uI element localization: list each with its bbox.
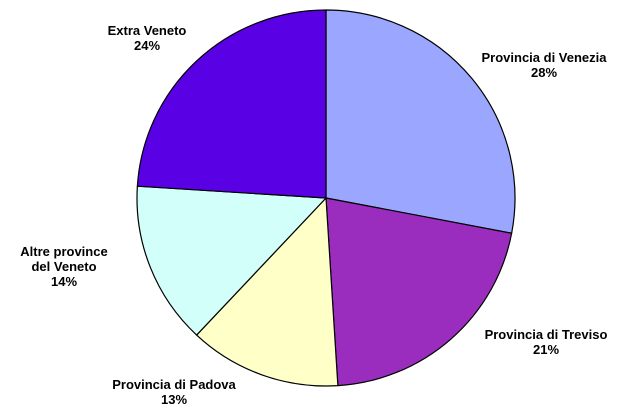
slice-name-label: Provincia di Padova <box>112 377 236 392</box>
slice-percent-label: 21% <box>533 342 559 357</box>
pie-slice-5 <box>136 9 327 199</box>
slice-percent-label: 24% <box>134 38 160 53</box>
slice-name-label: Altre province <box>20 244 107 259</box>
pie-slice-3 <box>196 197 339 387</box>
slice-name-label: Extra Veneto <box>108 23 187 38</box>
slice-percent-label: 28% <box>531 65 557 80</box>
pie-slice-2 <box>325 197 513 387</box>
slice-name-label: Provincia di Venezia <box>482 50 608 65</box>
slice-name-label: del Veneto <box>31 259 96 274</box>
pie-slices <box>136 9 516 387</box>
pie-slice-4 <box>136 185 327 336</box>
slice-name-label: Provincia di Treviso <box>485 327 608 342</box>
slice-percent-label: 13% <box>161 392 187 407</box>
slice-percent-label: 14% <box>51 274 77 289</box>
pie-slice-1 <box>325 9 516 234</box>
